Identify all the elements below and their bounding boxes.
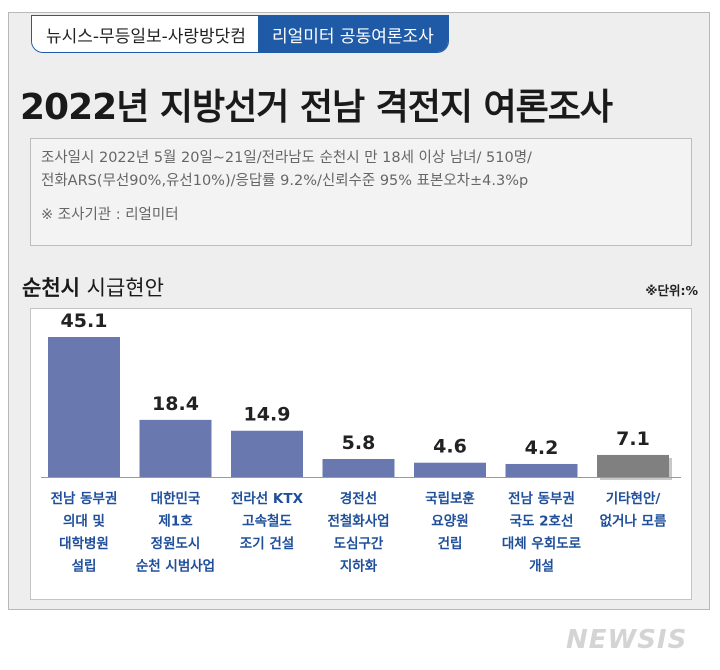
agency-tag: 리얼미터 공동여론조사 bbox=[257, 16, 448, 52]
bar-2 bbox=[139, 419, 212, 477]
bar-6 bbox=[505, 463, 578, 477]
category-label-4: 경전선 전철화사업 도심구간 지하화 bbox=[327, 490, 389, 575]
source-tag-bar: 뉴시스-무등일보-사랑방닷컴 리얼미터 공동여론조사 bbox=[31, 15, 449, 53]
value-label-6: 4.2 bbox=[525, 437, 559, 459]
newsis-logo: NEWSIS bbox=[566, 625, 688, 655]
bar-chart: 45.1 전남 동부권 의대 및 대학병원 설립 18.4 대한민국 제1호 정원도시 순천 시범… bbox=[41, 310, 681, 575]
source-tag: 뉴시스-무등일보-사랑방닷컴 bbox=[32, 16, 258, 52]
chart-box: 45.1 전남 동부권 의대 및 대학병원 설립 18.4 대한민국 제1호 정원도시 순천 시범… bbox=[30, 308, 692, 600]
subtitle-region: 순천시 bbox=[22, 276, 80, 300]
category-label-6: 전남 동부권 국도 2호선 대체 우회도로 개설 bbox=[502, 490, 582, 575]
bar-1 bbox=[48, 337, 120, 477]
chart-subtitle: 순천시 시급현안 bbox=[22, 272, 164, 302]
category-label-5: 국립보훈 요양원 건립 bbox=[425, 490, 475, 552]
bar-5 bbox=[414, 462, 486, 477]
bar-4 bbox=[322, 458, 395, 477]
value-label-2: 18.4 bbox=[152, 393, 199, 415]
value-label-4: 5.8 bbox=[342, 432, 376, 454]
value-label-5: 4.6 bbox=[433, 436, 467, 458]
value-label-1: 45.1 bbox=[61, 310, 108, 332]
survey-info-box: 조사일시 2022년 5월 20일∼21일/전라남도 순천시 만 18세 이상 … bbox=[30, 138, 692, 246]
survey-info-line2: 전화ARS(무선90%,유선10%)/응답률 9.2%/신뢰수준 95% 표본오… bbox=[41, 173, 529, 189]
bar-7 bbox=[597, 454, 669, 477]
subtitle-topic: 시급현안 bbox=[86, 276, 164, 300]
survey-info-line1: 조사일시 2022년 5월 20일∼21일/전라남도 순천시 만 18세 이상 … bbox=[41, 150, 532, 166]
page-title: 2022년 지방선거 전남 격전지 여론조사 bbox=[20, 87, 613, 128]
category-label-1: 전남 동부권 의대 및 대학병원 설립 bbox=[51, 490, 118, 575]
category-label-7: 기타현안/없거나 모름 bbox=[600, 490, 667, 530]
category-label-3: 전라선 KTX 고속철도 조기 건설 bbox=[231, 490, 304, 552]
category-label-2: 대한민국 제1호 정원도시 순천 시범사업 bbox=[136, 490, 215, 575]
survey-info-line3: ※ 조사기관 : 리얼미터 bbox=[41, 207, 179, 223]
unit-note: ※단위:% bbox=[645, 283, 698, 298]
bar-3 bbox=[231, 430, 303, 477]
value-label-3: 14.9 bbox=[244, 404, 291, 426]
value-label-7: 7.1 bbox=[616, 428, 650, 450]
